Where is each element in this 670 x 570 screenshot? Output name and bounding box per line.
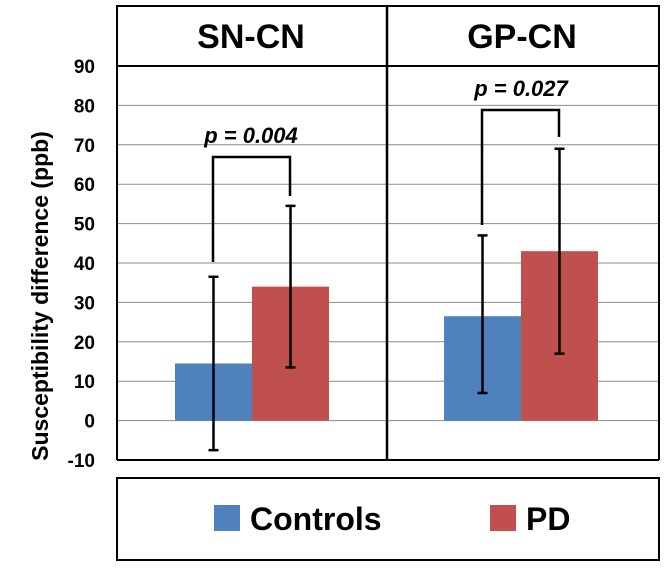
- y-tick-label: -10: [68, 451, 95, 472]
- significance-bracket-sn-cn: [211, 155, 292, 262]
- y-tick-label: 90: [74, 57, 95, 78]
- y-tick-label: 50: [74, 215, 95, 236]
- y-tick-label: 20: [74, 333, 95, 354]
- panel-title-sn-cn: SN-CN: [197, 18, 305, 56]
- y-tick-label: 80: [74, 96, 95, 117]
- significance-bracket-gp-cn: [480, 108, 561, 225]
- error-bar-sn-cn-controls: [208, 275, 219, 452]
- legend-swatch-controls: [214, 505, 240, 531]
- y-tick-label: 10: [74, 372, 95, 393]
- error-bar-sn-cn-pd: [285, 204, 296, 369]
- y-axis-label: Susceptibility difference (ppb): [27, 131, 53, 461]
- p-value-gp-cn: p = 0.027: [473, 76, 569, 101]
- legend-swatch-pd: [490, 505, 516, 531]
- error-bar-gp-cn-pd: [554, 147, 565, 355]
- p-value-sn-cn: p = 0.004: [203, 123, 298, 148]
- error-bar-gp-cn-controls: [477, 234, 488, 395]
- legend: [116, 477, 660, 561]
- chart-frame: [116, 5, 660, 461]
- error-bars: [208, 108, 565, 452]
- y-tick-label: 70: [74, 136, 95, 157]
- y-tick-label: 0: [84, 412, 95, 433]
- y-tick-label: 40: [74, 254, 95, 275]
- legend-box: [116, 477, 660, 561]
- panel-title-gp-cn: GP-CN: [467, 18, 577, 56]
- legend-label-pd: PD: [526, 501, 570, 537]
- y-tick-label: 60: [74, 175, 95, 196]
- y-tick-label: 30: [74, 293, 95, 314]
- chart-labels: SN-CN GP-CN p = 0.004 p = 0.027 Suscepti…: [27, 18, 577, 537]
- legend-label-controls: Controls: [250, 501, 382, 537]
